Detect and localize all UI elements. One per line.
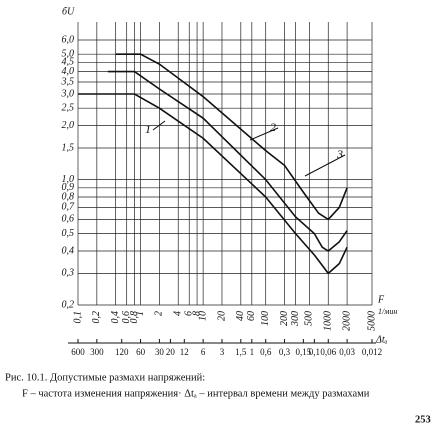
x2-tick-label: 120 — [115, 347, 129, 357]
x2-tick-label: 0,3 — [279, 347, 291, 357]
y-tick-label: 2,5 — [62, 103, 75, 114]
y-tick-label: 0,7 — [62, 202, 76, 213]
x2-tick-label: 60 — [136, 347, 146, 357]
y-tick-label: 0,3 — [62, 268, 75, 279]
curve-leader — [249, 127, 279, 141]
x-tick-label: 300 — [290, 311, 301, 327]
x-tick-label: 2 — [154, 311, 165, 316]
y-axis-label: бU — [62, 6, 75, 17]
x-tick-label: 6 — [184, 311, 195, 316]
x-tick-label: 5000 — [366, 311, 377, 331]
x-tick-label: 1 — [135, 311, 146, 316]
x2-tick-label: 600 — [71, 347, 85, 357]
x2-tick-label: 6 — [201, 347, 206, 357]
y-tick-label: 4,0 — [62, 66, 75, 77]
page-number: 253 — [415, 414, 431, 425]
x2-tick-label: 12 — [180, 347, 189, 357]
x-tick-label: 10 — [197, 311, 208, 321]
y-tick-label: 3,0 — [61, 88, 75, 99]
y-tick-label: 0,4 — [62, 245, 75, 256]
y-tick-label: 0,5 — [62, 228, 75, 239]
curve-leader — [152, 120, 166, 131]
x-tick-label: 0,2 — [91, 311, 102, 324]
caption-line: F – частота изменения напряжения· Δtₐ – … — [22, 388, 370, 399]
curve-label: 1 — [145, 122, 151, 136]
x-tick-label: 100 — [260, 311, 271, 326]
curve-label: 2 — [270, 120, 276, 134]
x2-tick-label: 1 — [250, 347, 255, 357]
y-tick-label: 0,8 — [62, 191, 75, 202]
y-tick-label: 1,0 — [62, 174, 75, 185]
x-tick-label: 20 — [216, 311, 227, 321]
x-axis-unit: 1/мин — [378, 307, 397, 316]
y-tick-label: 1,5 — [62, 142, 75, 153]
x2-tick-label: 20 — [166, 347, 176, 357]
y-tick-label: 0,9 — [62, 182, 75, 193]
x2-tick-label: 1,5 — [235, 347, 247, 357]
x-tick-label: 200 — [279, 311, 290, 326]
x2-tick-label: 3 — [220, 347, 225, 357]
x-tick-label: 500 — [304, 311, 315, 326]
x-axis-label: F — [377, 294, 385, 305]
x2-tick-label: 30 — [155, 347, 165, 357]
x-tick-label: 40 — [235, 311, 246, 321]
x-tick-label: 0,6 — [121, 311, 132, 324]
x2-axis-label: Δtₐ — [375, 334, 388, 345]
x2-tick-label: 0,1 — [309, 347, 320, 357]
x-tick-label: 0,4 — [110, 311, 121, 324]
curve-label: 3 — [336, 147, 343, 161]
x-tick-label: 8 — [191, 311, 202, 316]
curve-leader — [304, 154, 346, 177]
y-tick-label: 0,2 — [62, 299, 75, 310]
x-tick-label: 0,8 — [129, 311, 140, 324]
y-tick-label: 2,0 — [62, 120, 75, 131]
x2-tick-label: 0,6 — [260, 347, 272, 357]
caption-line: Рис. 10.1. Допустимые размахи напряжений… — [5, 372, 205, 383]
x2-tick-label: 300 — [90, 347, 104, 357]
y-tick-label: 3,5 — [61, 76, 75, 87]
x-tick-label: 0,1 — [72, 311, 83, 324]
x-tick-label: 4 — [173, 311, 184, 316]
curve — [78, 93, 348, 275]
curve — [107, 70, 348, 252]
x2-tick-label: 0,15 — [295, 347, 311, 357]
y-tick-label: 6,0 — [62, 34, 75, 45]
curve — [115, 53, 348, 221]
y-tick-label: 5,0 — [62, 49, 75, 60]
x-tick-label: 60 — [246, 311, 257, 321]
x-tick-label: 1000 — [323, 311, 334, 331]
x-tick-label: 2000 — [341, 311, 352, 331]
y-tick-label: 4,5 — [62, 57, 75, 68]
x2-tick-label: 0,012 — [362, 347, 382, 357]
y-tick-label: 0,6 — [62, 214, 75, 225]
x2-tick-label: 0,06 — [320, 347, 336, 357]
x2-tick-label: 0,03 — [339, 347, 355, 357]
